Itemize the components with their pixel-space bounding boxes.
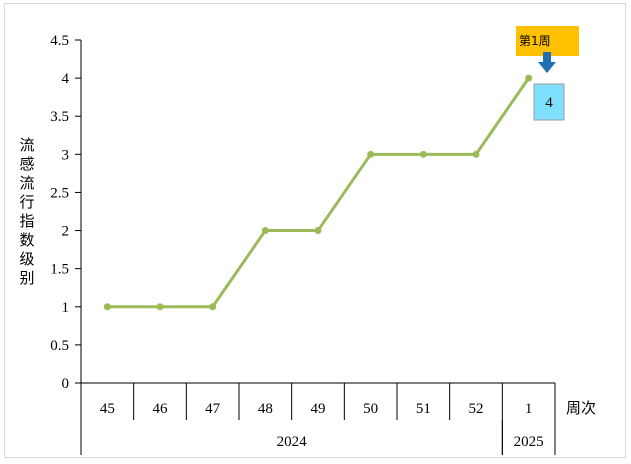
x-tick-label: 49 — [311, 401, 326, 417]
y-tick-label: 1 — [62, 300, 70, 316]
x-tick-label: 48 — [258, 401, 273, 417]
callout-arrow-icon — [538, 52, 556, 73]
data-point — [156, 303, 164, 311]
data-point — [367, 150, 375, 158]
data-point — [314, 227, 322, 235]
x-tick-label: 52 — [469, 401, 484, 417]
y-title-char: 流 — [19, 174, 34, 192]
x-axis: 45 46 47 48 49 50 51 52 1 2024 2025 周次 — [80, 382, 596, 455]
y-tick-label: 3 — [62, 147, 70, 163]
year-group-label: 2025 — [514, 434, 544, 450]
x-tick-label: 51 — [416, 401, 431, 417]
x-tick-label: 50 — [363, 401, 378, 417]
y-title-char: 流 — [19, 136, 34, 154]
x-tick-label: 45 — [100, 401, 115, 417]
series-line — [103, 74, 533, 311]
y-title-char: 数 — [19, 231, 34, 249]
y-title-char: 行 — [19, 193, 34, 211]
y-tick-label: 0 — [62, 376, 70, 392]
callout-label: 第1周 — [519, 34, 551, 48]
y-tick-label: 3.5 — [50, 109, 69, 125]
y-tick-label: 4 — [62, 71, 70, 87]
chart-frame — [4, 3, 626, 458]
y-axis: 0 0.5 1 1.5 2 2.5 3 3.5 4 4.5 — [50, 33, 82, 392]
y-tick-label: 2.5 — [50, 185, 69, 201]
y-tick-label: 2 — [62, 224, 70, 240]
data-point — [525, 74, 533, 82]
y-tick-label: 0.5 — [50, 338, 69, 354]
data-point — [209, 303, 217, 311]
x-tick-label: 1 — [525, 401, 533, 417]
x-tick-label: 46 — [153, 401, 169, 417]
data-point — [103, 303, 111, 311]
callout-label-box — [516, 26, 579, 56]
y-title-char: 指 — [19, 212, 34, 230]
data-point — [472, 150, 480, 158]
y-tick-label: 4.5 — [50, 33, 69, 49]
annotation-callout: 第1周 4 — [516, 26, 579, 121]
year-group-label: 2024 — [277, 434, 308, 450]
data-point — [261, 227, 269, 235]
y-tick-label: 1.5 — [50, 262, 69, 278]
series-polyline — [107, 77, 530, 309]
callout-value: 4 — [545, 95, 553, 111]
y-title-char: 别 — [19, 269, 34, 287]
y-title-char: 感 — [19, 155, 34, 173]
callout-value-box — [533, 83, 565, 121]
x-axis-title: 周次 — [566, 399, 596, 417]
data-point — [419, 150, 427, 158]
x-tick-label: 47 — [205, 401, 221, 417]
y-title-char: 级 — [19, 250, 34, 268]
